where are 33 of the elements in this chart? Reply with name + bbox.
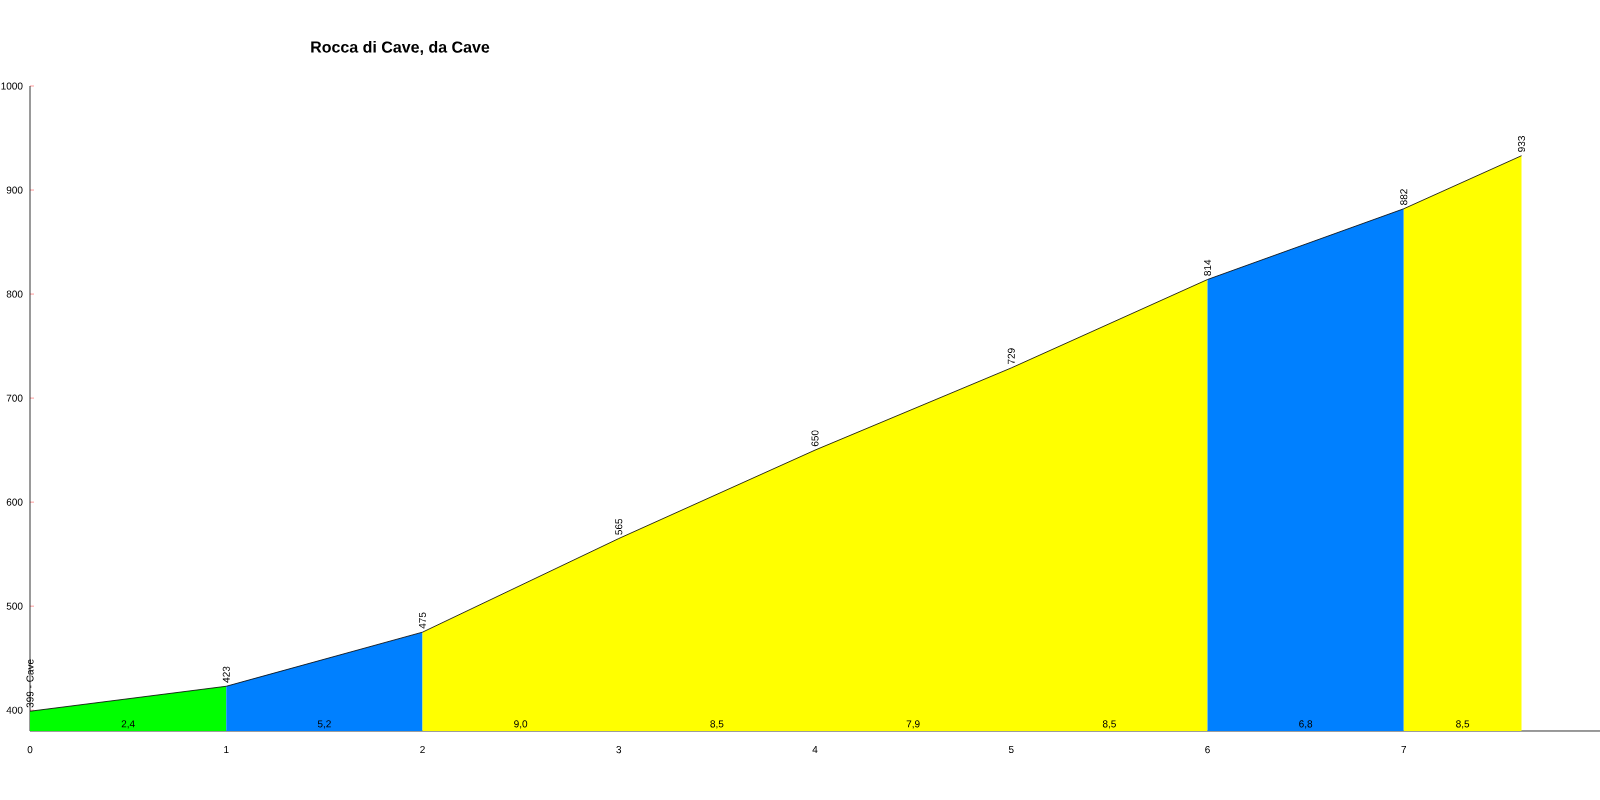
annotation: 8,5 — [710, 720, 724, 729]
annotation: 5,2 — [317, 720, 331, 729]
x-tick-label: 4 — [812, 746, 818, 753]
annotation: 8,5 — [1102, 720, 1116, 729]
x-tick-label: 6 — [1205, 746, 1210, 754]
y-tick-label: 700 — [6, 394, 23, 402]
y-tick-label: 1000 — [1, 82, 23, 90]
annotation: 9,0 — [514, 720, 528, 729]
data-label: 399 - Cave — [26, 659, 34, 708]
x-tick-label: 5 — [1008, 746, 1014, 754]
data-label: 475 — [419, 612, 426, 629]
data-label: 882 — [1400, 189, 1408, 205]
y-tick-label: 600 — [6, 498, 23, 506]
annotation: 6,8 — [1299, 720, 1313, 729]
x-tick-label: 2 — [420, 746, 425, 754]
annotation: 8,5 — [1456, 720, 1470, 729]
data-label: 933 — [1517, 136, 1526, 152]
x-tick-label: 3 — [616, 746, 622, 754]
data-label: 729 — [1007, 348, 1015, 365]
annotation: 2,4 — [121, 720, 135, 729]
x-tick-label: 7 — [1401, 746, 1407, 753]
y-tick-label: 500 — [6, 602, 23, 610]
y-tick-label: 900 — [6, 186, 23, 194]
annotation: 7,9 — [906, 720, 920, 729]
chart-title: Rocca di Cave, da Cave — [311, 40, 490, 56]
data-label: 650 — [811, 430, 819, 447]
x-tick-label: 1 — [224, 746, 229, 753]
data-label: 565 — [615, 518, 623, 535]
data-label: 423 — [222, 666, 230, 683]
x-tick-label: 0 — [27, 746, 33, 754]
y-tick-label: 800 — [6, 290, 23, 298]
data-label: 814 — [1203, 259, 1212, 276]
y-tick-label: 400 — [6, 706, 23, 714]
